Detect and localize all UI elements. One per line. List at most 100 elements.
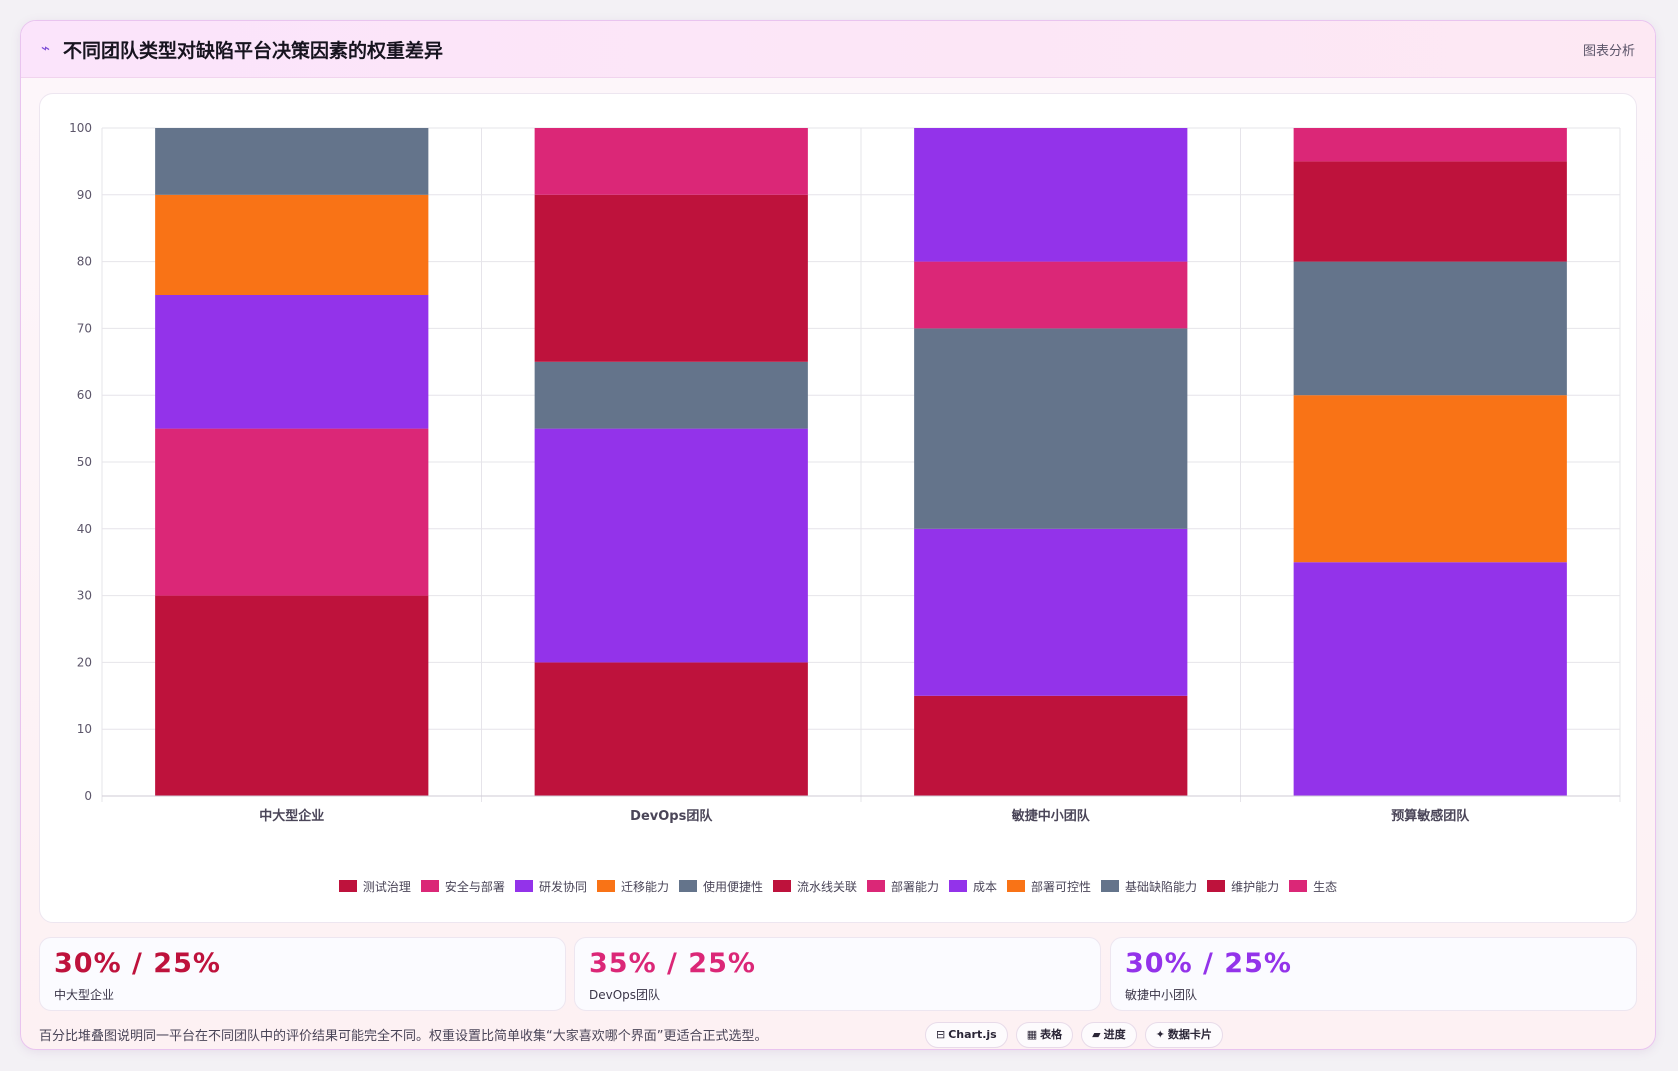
legend-item[interactable]: 基础缺陷能力 [1101, 878, 1197, 895]
y-tick-label: 80 [77, 255, 92, 269]
bar-segment[interactable]: 敏捷中小团队 · 使用便捷性: 30 [914, 328, 1188, 529]
bar-segment[interactable]: 预算敏感团队 · 基础缺陷能力: 20 [1293, 261, 1567, 396]
legend-swatch [678, 880, 697, 892]
x-tick-label: 预算敏感团队 [1391, 808, 1470, 824]
stat-label: 中大型企业 [54, 988, 115, 1002]
bar-segment[interactable]: 预算敏感团队 · 成本: 35 [1293, 562, 1567, 796]
legend-item[interactable]: 成本 [949, 878, 997, 895]
bar-segment[interactable]: 敏捷中小团队 · 研发协同: 25 [914, 528, 1188, 696]
legend-item[interactable]: 使用便捷性 [678, 878, 763, 895]
bar-segment[interactable]: 敏捷中小团队 · 部署能力: 10 [914, 261, 1188, 329]
chart-card: ⌁ 不同团队类型对缺陷平台决策因素的权重差异 图表分析 中大型企业 · 测试治理… [20, 20, 1656, 1050]
legend-swatch [514, 880, 533, 892]
x-tick-label: DevOps团队 [630, 809, 713, 824]
y-tick-label: 10 [77, 722, 92, 736]
chip-progress[interactable]: ▰ 进度 [1081, 1022, 1137, 1048]
legend-item[interactable]: 研发协同 [514, 878, 587, 895]
line-chart-icon: ⌁ [41, 39, 51, 57]
chip-label: 表格 [1040, 1028, 1063, 1041]
legend-item[interactable]: 生态 [1289, 878, 1337, 895]
table-icon: ▦ [1026, 1028, 1038, 1041]
y-tick-label: 30 [77, 589, 92, 603]
bar-segment[interactable]: 预算敏感团队 · 部署可控性: 25 [1293, 395, 1567, 563]
legend-swatch [867, 880, 885, 892]
legend-label: 维护能力 [1231, 879, 1280, 894]
bar-segment[interactable]: 预算敏感团队 · 维护能力: 15 [1293, 161, 1567, 262]
y-tick-label: 50 [77, 455, 92, 469]
footer-note: 百分比堆叠图说明同一平台在不同团队中的评价结果可能完全不同。权重设置比简单收集“… [39, 1029, 768, 1044]
y-tick-label: 20 [77, 655, 92, 669]
legend-label: 流水线关联 [796, 879, 857, 894]
legend-item[interactable]: 部署可控性 [1007, 878, 1091, 895]
chip-chartjs[interactable]: ⊟ Chart.js [925, 1022, 1008, 1048]
legend-swatch [949, 880, 968, 892]
stacked-bar-chart: 中大型企业 · 测试治理: 30中大型企业 · 安全与部署: 25中大型企业 ·… [69, 121, 1621, 824]
chart-legend: 测试治理 安全与部署 研发协同 迁移能力 使用便捷性 流水线关联 部署能力 成本 部署可控性 基础… [40, 876, 1636, 896]
legend-item[interactable]: 部署能力 [867, 878, 939, 895]
stat-value: 35% / 25% [589, 948, 756, 979]
legend-swatch [1289, 880, 1308, 892]
bar-segment[interactable]: DevOps团队 · 流水线关联: 20 [534, 662, 808, 796]
bar-segment[interactable]: DevOps团队 · 生态: 10 [534, 128, 808, 195]
legend-label: 使用便捷性 [702, 879, 763, 894]
stat-cards: 30% / 25% 中大型企业 35% / 25% DevOps团队 30% /… [39, 937, 1637, 1011]
chip-label: 数据卡片 [1167, 1028, 1212, 1041]
legend-swatch [420, 880, 439, 892]
stat-label: DevOps团队 [589, 988, 661, 1002]
card-header: ⌁ 不同团队类型对缺陷平台决策因素的权重差异 图表分析 [21, 21, 1655, 78]
bar-segment[interactable]: 预算敏感团队 · 生态: 5 [1293, 128, 1567, 162]
chip-table[interactable]: ▦ 表格 [1015, 1022, 1074, 1048]
x-tick-label: 中大型企业 [259, 808, 324, 824]
bar-segment[interactable]: 中大型企业 · 安全与部署: 25 [155, 428, 429, 596]
chart-analysis-link[interactable]: 图表分析 [1582, 44, 1635, 59]
legend-swatch [772, 880, 791, 892]
legend-label: 测试治理 [362, 879, 411, 894]
bar-segment[interactable]: 中大型企业 · 研发协同: 20 [155, 295, 429, 429]
bar-segment[interactable]: DevOps团队 · 基础缺陷能力: 10 [534, 361, 808, 429]
chip-data-card[interactable]: ✦ 数据卡片 [1144, 1022, 1223, 1048]
progress-icon: ▰ [1092, 1028, 1101, 1041]
legend-item[interactable]: 迁移能力 [596, 878, 669, 895]
legend-label: 部署能力 [891, 879, 940, 894]
legend-label: 迁移能力 [620, 879, 669, 894]
bar-segment[interactable]: 中大型企业 · 测试治理: 30 [155, 595, 429, 796]
y-tick-label: 60 [77, 388, 92, 402]
legend-label: 成本 [973, 879, 998, 894]
chart-panel: 中大型企业 · 测试治理: 30中大型企业 · 安全与部署: 25中大型企业 ·… [39, 93, 1637, 923]
stat-card-devops: 35% / 25% DevOps团队 [574, 937, 1101, 1011]
legend-label: 基础缺陷能力 [1125, 879, 1198, 894]
legend-label: 安全与部署 [444, 879, 505, 894]
y-tick-label: 40 [77, 522, 92, 536]
bar-segment[interactable]: 中大型企业 · 使用便捷性: 10 [155, 128, 429, 195]
legend-swatch [1007, 880, 1026, 892]
sparkle-icon: ✦ [1155, 1028, 1165, 1041]
legend-item[interactable]: 流水线关联 [772, 878, 857, 895]
legend-swatch [338, 880, 357, 892]
legend-swatch [1101, 880, 1120, 892]
legend-item[interactable]: 安全与部署 [420, 878, 505, 895]
chip-label: 进度 [1103, 1028, 1126, 1041]
bar-segment[interactable]: 中大型企业 · 迁移能力: 15 [155, 194, 429, 295]
y-tick-label: 100 [69, 121, 92, 135]
legend-item[interactable]: 维护能力 [1207, 878, 1279, 895]
bar-segment[interactable]: DevOps团队 · 成本: 35 [534, 428, 808, 663]
tag-chips: ⊟ Chart.js ▦ 表格 ▰ 进度 ✦ 数据卡片 [925, 1022, 1223, 1048]
legend-label: 部署可控性 [1031, 879, 1092, 894]
bar-segment[interactable]: 敏捷中小团队 · 维护能力: 15 [914, 695, 1188, 796]
y-tick-label: 90 [77, 188, 92, 202]
stat-card-agile: 30% / 25% 敏捷中小团队 [1110, 937, 1637, 1011]
legend-swatch [1207, 880, 1226, 892]
stat-value: 30% / 25% [1125, 948, 1292, 979]
y-tick-label: 0 [84, 789, 92, 803]
bar-segment[interactable]: 敏捷中小团队 · 成本: 20 [914, 128, 1188, 262]
bar-segment[interactable]: DevOps团队 · 维护能力: 25 [534, 194, 808, 362]
x-tick-label: 敏捷中小团队 [1011, 808, 1091, 824]
stat-card-enterprise: 30% / 25% 中大型企业 [39, 937, 566, 1011]
page-title: 不同团队类型对缺陷平台决策因素的权重差异 [63, 40, 444, 62]
chip-label: Chart.js [948, 1028, 997, 1041]
legend-label: 研发协同 [538, 879, 587, 894]
legend-item[interactable]: 测试治理 [338, 878, 411, 895]
stat-value: 30% / 25% [54, 948, 221, 979]
y-tick-label: 70 [77, 321, 92, 335]
chart-icon: ⊟ [936, 1028, 946, 1041]
